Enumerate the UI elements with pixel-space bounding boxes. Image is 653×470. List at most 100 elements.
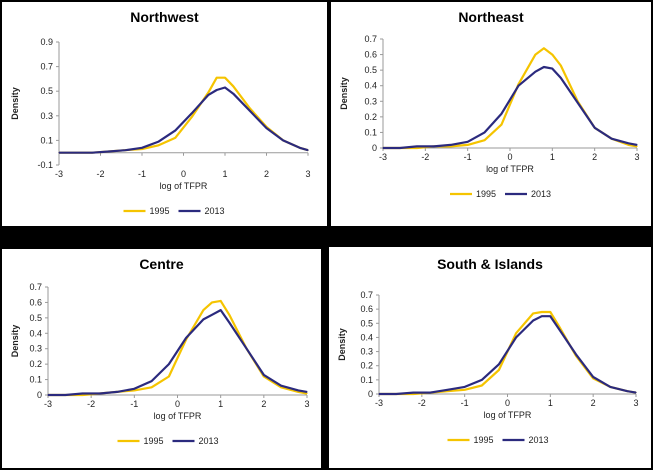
y-axis-label: Density xyxy=(337,328,347,361)
legend: 1995 2013 xyxy=(123,206,225,216)
data-point-2013 xyxy=(378,393,380,395)
chart-panel-centre: Centre -3 -2 -1 0 1 2 3 0 0.1 0.2 0.3 0.4 0.5 0.6 0.7 lo… xyxy=(2,249,321,468)
legend-label-1995: 1995 xyxy=(474,435,494,445)
x-tick-label: 1 xyxy=(218,399,223,409)
y-tick-label: 0.6 xyxy=(360,304,373,314)
chart-title: Northeast xyxy=(458,9,524,25)
x-tick-label: -1 xyxy=(461,398,469,408)
y-tick-label: 0 xyxy=(37,390,42,400)
data-point-1995 xyxy=(543,47,545,49)
data-point-1995 xyxy=(224,77,226,79)
data-point-2013 xyxy=(249,110,251,112)
data-point-1995 xyxy=(484,139,486,141)
series-line-2013 xyxy=(383,65,638,150)
data-point-2013 xyxy=(592,376,594,378)
data-point-2013 xyxy=(232,93,234,95)
data-point-1995 xyxy=(532,312,534,314)
data-point-2013 xyxy=(541,315,543,317)
data-point-2013 xyxy=(484,131,486,134)
y-tick-label: 0.9 xyxy=(40,37,53,47)
series-line-2013 xyxy=(59,86,309,154)
data-point-1995 xyxy=(481,384,483,387)
data-point-2013 xyxy=(498,363,500,365)
density-chart-south-islands: South & Islands -3 -2 -1 0 1 2 3 0 0.1 0.2 0.3 0.4 0.… xyxy=(337,256,639,445)
y-tick-label: 0.7 xyxy=(360,290,373,300)
data-point-2013 xyxy=(636,144,638,146)
data-point-2013 xyxy=(515,336,517,339)
data-point-1995 xyxy=(158,144,160,146)
data-point-2013 xyxy=(47,394,49,396)
series-line-1995 xyxy=(59,76,309,154)
density-chart-centre: Centre -3 -2 -1 0 1 2 3 0 0.1 0.2 0.3 0.4 0.5 0.6 0.7 lo… xyxy=(10,256,310,446)
x-tick-label: -2 xyxy=(96,169,104,179)
data-point-2013 xyxy=(224,86,226,89)
data-point-2013 xyxy=(280,385,282,387)
legend-label-2013: 2013 xyxy=(531,189,551,199)
x-tick-label: 0 xyxy=(181,169,186,179)
data-point-1995 xyxy=(636,145,638,148)
y-tick-label: 0.4 xyxy=(29,328,42,338)
y-tick-label: 0.7 xyxy=(29,282,42,292)
chart-panel-northwest: Northwest -3 -2 -1 0 1 2 3 -0.1 0.1 0.3 0.5 0.7 0.9 lo… xyxy=(2,2,327,226)
data-point-1995 xyxy=(232,85,234,87)
x-tick-label: 3 xyxy=(634,152,639,162)
x-tick-label: -2 xyxy=(421,152,429,162)
data-point-1995 xyxy=(220,300,222,302)
data-point-2013 xyxy=(158,141,160,143)
data-point-2013 xyxy=(416,145,418,148)
data-point-2013 xyxy=(395,393,397,395)
data-point-1995 xyxy=(249,107,251,110)
data-point-2013 xyxy=(133,388,135,390)
x-tick-label: 2 xyxy=(261,399,266,409)
data-point-2013 xyxy=(174,129,176,132)
data-point-1995 xyxy=(515,332,517,334)
density-chart-northeast: Northeast -3 -2 -1 0 1 2 3 0 0.1 0.2 0.3 0.4 0.5 0.6 0.… xyxy=(339,9,640,199)
legend-label-1995: 1995 xyxy=(144,436,164,446)
data-point-1995 xyxy=(133,389,135,391)
x-axis-label: log of TFPR xyxy=(154,411,202,421)
x-tick-label: -3 xyxy=(375,398,383,408)
y-tick-label: 0.3 xyxy=(29,344,42,354)
data-point-2013 xyxy=(611,138,613,140)
data-point-2013 xyxy=(627,142,630,144)
data-point-2013 xyxy=(481,379,483,381)
data-point-2013 xyxy=(216,89,218,91)
data-point-1995 xyxy=(498,369,500,371)
data-point-1995 xyxy=(416,147,418,149)
chart-title: South & Islands xyxy=(437,256,543,272)
y-tick-label: 0.5 xyxy=(29,313,42,323)
data-point-2013 xyxy=(575,353,577,355)
legend-label-2013: 2013 xyxy=(199,436,219,446)
x-tick-label: -2 xyxy=(87,399,95,409)
data-point-2013 xyxy=(558,328,560,330)
data-point-2013 xyxy=(299,147,301,149)
x-tick-label: 1 xyxy=(222,169,227,179)
x-tick-label: 1 xyxy=(548,398,553,408)
y-tick-label: 0.2 xyxy=(29,359,42,369)
data-point-2013 xyxy=(635,391,637,394)
data-point-1995 xyxy=(464,389,466,391)
density-chart-northwest: Northwest -3 -2 -1 0 1 2 3 -0.1 0.1 0.3 0.5 0.7 0.9 lo… xyxy=(10,9,311,216)
data-point-2013 xyxy=(265,127,268,129)
series-line-1995 xyxy=(379,310,637,396)
data-point-1995 xyxy=(191,116,193,118)
chart-panel-northeast: Northeast -3 -2 -1 0 1 2 3 0 0.1 0.2 0.3 0.4 0.5 0.6 0.… xyxy=(331,2,651,226)
x-tick-label: -1 xyxy=(130,399,138,409)
data-point-1995 xyxy=(297,391,299,393)
legend-label-1995: 1995 xyxy=(476,189,496,199)
data-point-2013 xyxy=(141,147,143,149)
y-tick-label: 0.7 xyxy=(364,34,377,44)
chart-title: Centre xyxy=(139,256,184,272)
x-tick-label: 2 xyxy=(264,169,269,179)
y-tick-label: 0 xyxy=(368,389,373,399)
data-point-1995 xyxy=(207,91,209,94)
data-point-1995 xyxy=(534,53,536,56)
data-point-2013 xyxy=(464,386,466,388)
y-tick-label: 0.2 xyxy=(360,361,373,371)
data-point-2013 xyxy=(75,152,77,154)
y-tick-label: -0.1 xyxy=(37,160,53,170)
data-point-2013 xyxy=(116,391,118,393)
data-point-2013 xyxy=(626,390,629,392)
data-point-2013 xyxy=(108,150,110,153)
data-point-2013 xyxy=(207,94,209,96)
